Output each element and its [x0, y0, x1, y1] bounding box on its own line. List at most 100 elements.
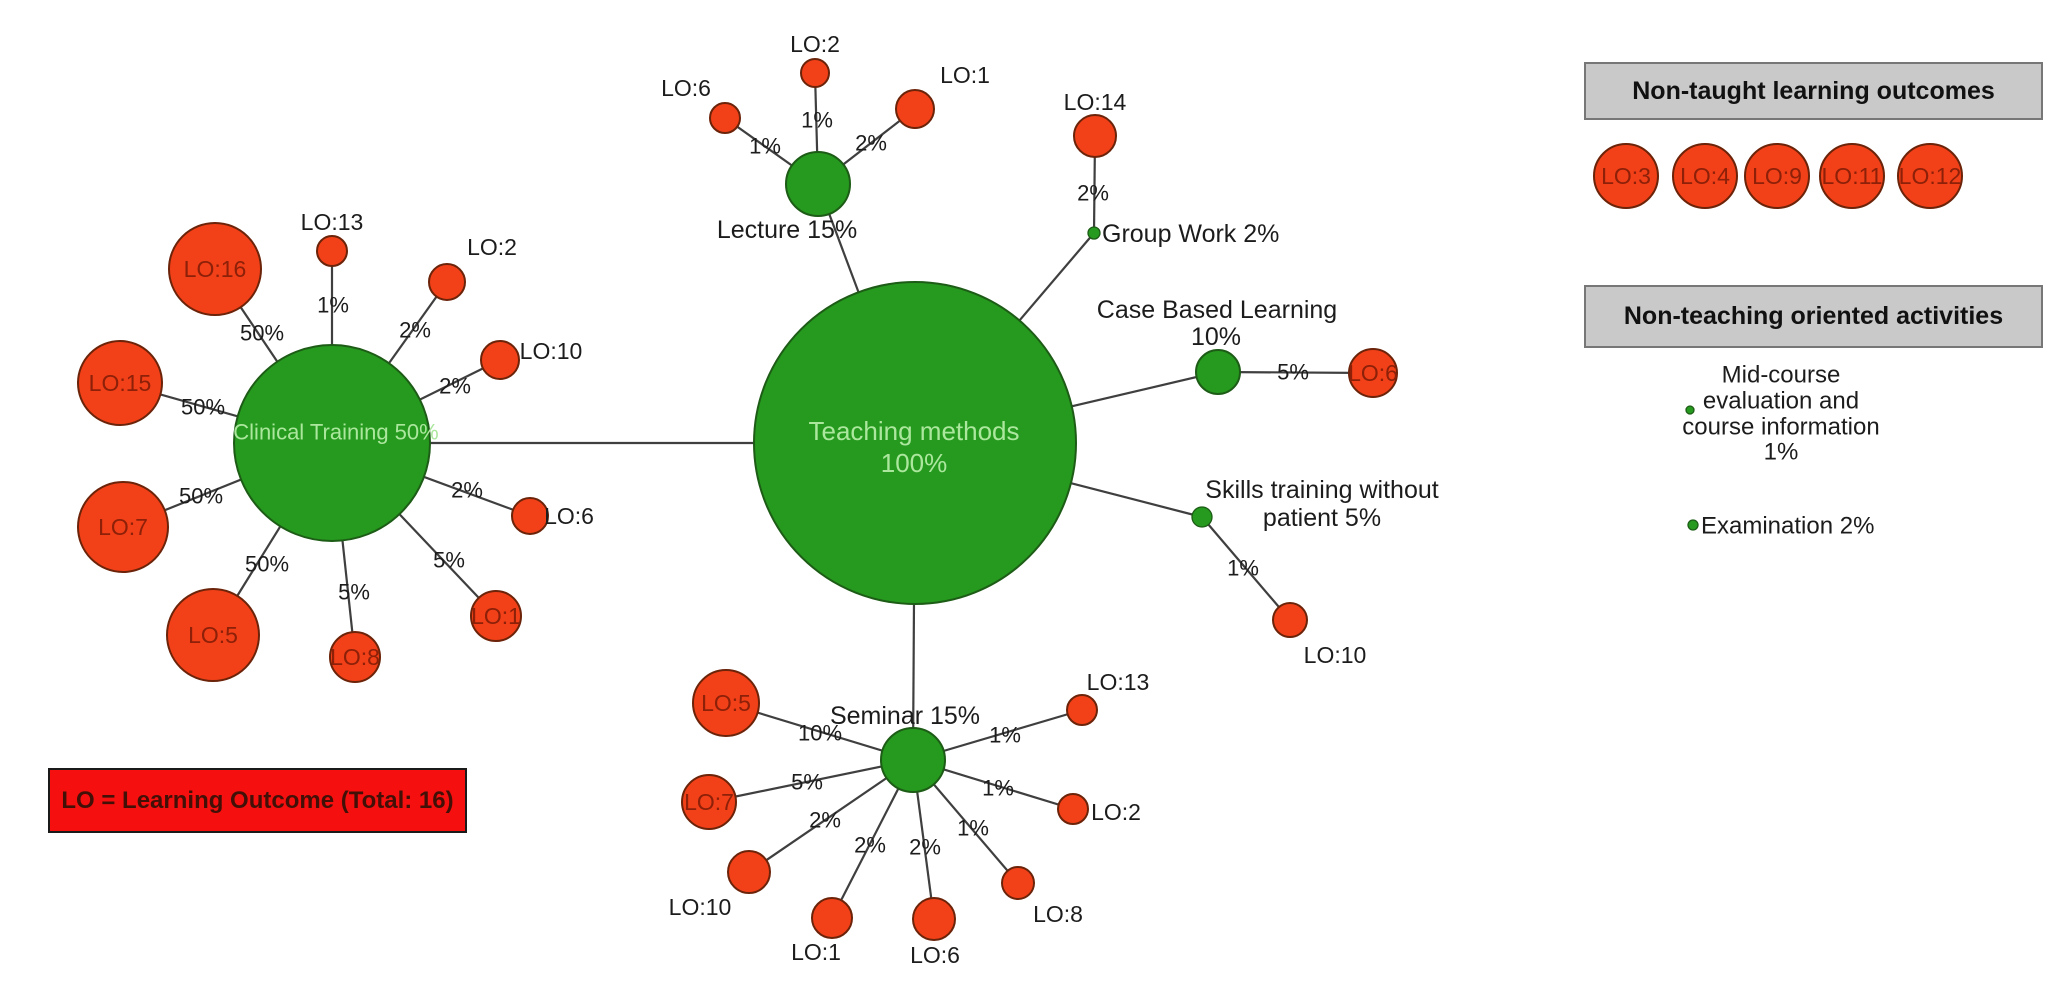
- node-s-lo10: [1272, 602, 1308, 638]
- clinical-lo2-pct: 2%: [399, 318, 431, 343]
- clinical-lo8-pct: 5%: [338, 580, 370, 605]
- node-c-lo1: [470, 590, 522, 642]
- non-teaching-header: Non-teaching oriented activities: [1584, 285, 2043, 348]
- node-label-c-lo16: LO:16: [184, 256, 247, 282]
- clinical-lo10-pct: 2%: [439, 374, 471, 399]
- node-skills-dot: [1191, 506, 1213, 528]
- groupwork-lo14-label: LO:14: [1064, 89, 1127, 115]
- seminar-lo8-pct: 1%: [957, 816, 989, 841]
- node-m-lo10: [727, 850, 771, 894]
- node-label-m-lo5: LO:5: [701, 690, 751, 716]
- examination-label: Examination 2%: [1701, 513, 1874, 540]
- seminar-lo1-label: LO:1: [791, 939, 841, 965]
- node-c-lo5: [166, 588, 260, 682]
- node-label-c-lo8: LO:8: [330, 644, 380, 670]
- clinical-lo2-label: LO:2: [467, 234, 517, 260]
- node-gw-dot: [1087, 226, 1101, 240]
- lecture-lo6-pct: 1%: [749, 134, 781, 159]
- seminar-lo10-label: LO:10: [669, 894, 732, 920]
- seminar-lo10-pct: 2%: [809, 808, 841, 833]
- seminar-lo13-pct: 1%: [989, 723, 1021, 748]
- skills-label-line2: patient 5%: [1263, 504, 1381, 532]
- lecture-lo6-label: LO:6: [661, 75, 711, 101]
- node-m-lo7: [681, 774, 737, 830]
- clinical-lo13-pct: 1%: [317, 293, 349, 318]
- clinical-lo1-pct: 5%: [433, 548, 465, 573]
- cbl-lo6-pct: 5%: [1277, 360, 1309, 385]
- non-taught-header: Non-taught learning outcomes: [1584, 62, 2043, 120]
- seminar-lo2-pct: 1%: [982, 776, 1014, 801]
- clinical-lo13-label: LO:13: [301, 209, 364, 235]
- node-c-lo6: [511, 497, 549, 535]
- non-taught-header-text: Non-taught learning outcomes: [1632, 76, 1995, 105]
- node-label-c-lo7: LO:7: [98, 514, 148, 540]
- groupwork-label: Group Work 2%: [1102, 220, 1279, 248]
- node-central: [753, 281, 1077, 605]
- node-label-m-lo7: LO:7: [684, 789, 734, 815]
- node-p-lo11: [1819, 143, 1885, 209]
- node-c-lo13: [316, 235, 348, 267]
- seminar-hub-label: Seminar 15%: [830, 702, 980, 730]
- edge-skills-dot-s-lo10: [1201, 516, 1291, 621]
- central-hub-label-line2: 100%: [881, 448, 948, 478]
- lecture-hub-label: Lecture 15%: [717, 216, 857, 244]
- node-label-p-lo12: LO:12: [1899, 163, 1962, 189]
- midcourse-label-line1: Mid-course: [1722, 362, 1841, 389]
- seminar-lo8-label: LO:8: [1033, 901, 1083, 927]
- node-label-p-lo9: LO:9: [1752, 163, 1802, 189]
- node-b-lo6: [1348, 348, 1398, 398]
- clinical-lo7-pct: 50%: [179, 484, 223, 509]
- node-g-lo14: [1073, 114, 1117, 158]
- node-p-lo3: [1593, 143, 1659, 209]
- node-label-c-lo5: LO:5: [188, 622, 238, 648]
- seminar-lo5-pct: 10%: [798, 721, 842, 746]
- midcourse-label-line4: 1%: [1764, 439, 1799, 466]
- skills-lo10-label: LO:10: [1304, 642, 1367, 668]
- seminar-lo1-pct: 2%: [854, 833, 886, 858]
- node-c-lo7: [77, 481, 169, 573]
- cbl-label-line1: Case Based Learning: [1097, 296, 1337, 324]
- node-m-lo2: [1057, 793, 1089, 825]
- lecture-lo1-pct: 2%: [855, 131, 887, 156]
- node-l-lo1: [895, 89, 935, 129]
- node-c-lo16: [168, 222, 262, 316]
- node-seminar: [880, 727, 946, 793]
- node-p-lo4: [1672, 143, 1738, 209]
- lecture-lo2-label: LO:2: [790, 31, 840, 57]
- clinical-hub-label: Clinical Training 50%: [233, 420, 438, 445]
- node-lecture: [785, 151, 851, 217]
- legend-box: LO = Learning Outcome (Total: 16): [48, 768, 467, 833]
- node-c-lo2: [428, 263, 466, 301]
- node-l-lo2: [800, 58, 830, 88]
- node-label-p-lo3: LO:3: [1601, 163, 1651, 189]
- node-c-lo8: [329, 631, 381, 683]
- cbl-label-line2: 10%: [1191, 323, 1241, 351]
- node-label-c-lo1: LO:1: [471, 603, 521, 629]
- node-clinical: [233, 344, 431, 542]
- non-teaching-header-text: Non-teaching oriented activities: [1623, 302, 2004, 330]
- seminar-lo6-label: LO:6: [910, 942, 960, 968]
- seminar-lo13-label: LO:13: [1087, 669, 1150, 695]
- clinical-lo6-pct: 2%: [451, 478, 483, 503]
- clinical-lo15-pct: 50%: [181, 395, 225, 420]
- seminar-lo6-pct: 2%: [909, 835, 941, 860]
- clinical-lo6-label: LO:6: [544, 503, 594, 529]
- node-label-b-lo6: LO:6: [1348, 360, 1398, 386]
- node-m-lo8: [1001, 866, 1035, 900]
- node-m-lo13: [1066, 694, 1098, 726]
- midcourse-label-line3: course information: [1682, 414, 1879, 441]
- lecture-lo1-label: LO:1: [940, 62, 990, 88]
- clinical-lo10-label: LO:10: [520, 338, 583, 364]
- groupwork-lo14-pct: 2%: [1077, 181, 1109, 206]
- central-hub-label-line1: Teaching methods: [808, 416, 1019, 446]
- node-m-lo5: [692, 669, 760, 737]
- skills-label-line1: Skills training without: [1205, 476, 1438, 504]
- skills-lo10-pct: 1%: [1227, 556, 1259, 581]
- edge-seminar-m-lo10: [748, 759, 914, 873]
- node-cbl: [1195, 349, 1241, 395]
- node-c-lo10: [480, 340, 520, 380]
- node-c-lo15: [77, 340, 163, 426]
- node-label-p-lo11: LO:11: [1822, 163, 1883, 189]
